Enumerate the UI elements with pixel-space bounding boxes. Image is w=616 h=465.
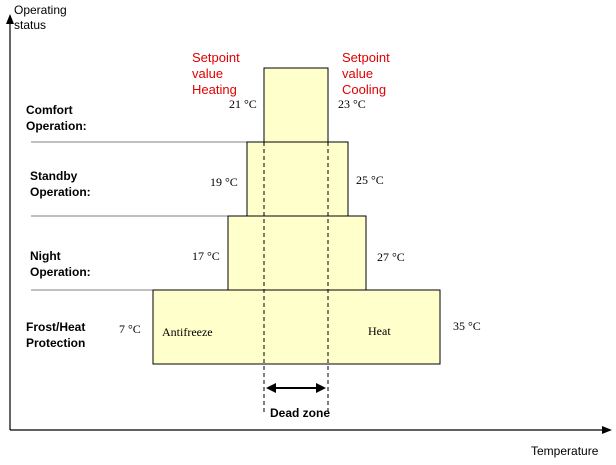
- protection-left-temp: 7 °C: [119, 322, 141, 336]
- night-left-temp: 17 °C: [192, 249, 220, 263]
- level-night-name-line2: Operation:: [30, 265, 91, 279]
- level-protection-name-line1: Frost/Heat: [26, 320, 85, 334]
- setpoint-cooling-line1: Setpoint: [342, 50, 390, 65]
- level-protection-name-line2: Protection: [26, 336, 85, 350]
- standby-right-temp: 25 °C: [356, 173, 384, 187]
- level-standby-name-line1: Standby: [30, 169, 78, 183]
- setpoint-cooling-line3: Cooling: [342, 82, 386, 97]
- dead-zone-arrowhead-left: [266, 383, 276, 393]
- level-standby-name-line2: Operation:: [30, 185, 91, 199]
- level-night-name-line1: Night: [30, 249, 61, 263]
- antifreeze-label: Antifreeze: [162, 325, 213, 339]
- x-axis-arrowhead: [602, 426, 612, 434]
- night-operation-box: [227, 215, 367, 291]
- heat-label: Heat: [368, 324, 391, 338]
- comfort-right-temp: 23 °C: [338, 97, 366, 111]
- x-axis-label: Temperature: [531, 444, 599, 458]
- dead-zone-label: Dead zone: [270, 406, 330, 420]
- standby-operation-box: [246, 141, 349, 217]
- setpoint-cooling-line2: value: [342, 66, 373, 81]
- comfort-left-temp: 21 °C: [229, 97, 257, 111]
- y-axis-label-line2: status: [14, 18, 46, 32]
- comfort-operation-box: [263, 67, 329, 143]
- setpoint-heating-line1: Setpoint: [192, 50, 240, 65]
- setpoint-heating-line2: value: [192, 66, 223, 81]
- dead-zone-arrowhead-right: [316, 383, 326, 393]
- y-axis-label-line1: Operating: [14, 3, 67, 17]
- setpoint-heating-line3: Heating: [192, 82, 237, 97]
- night-right-temp: 27 °C: [377, 250, 405, 264]
- y-axis-arrowhead: [6, 14, 14, 24]
- level-comfort-name-line1: Comfort: [26, 103, 73, 117]
- frost-heat-protection-box: [152, 289, 441, 365]
- level-comfort-name-line2: Operation:: [26, 119, 87, 133]
- protection-right-temp: 35 °C: [453, 319, 481, 333]
- standby-left-temp: 19 °C: [210, 175, 238, 189]
